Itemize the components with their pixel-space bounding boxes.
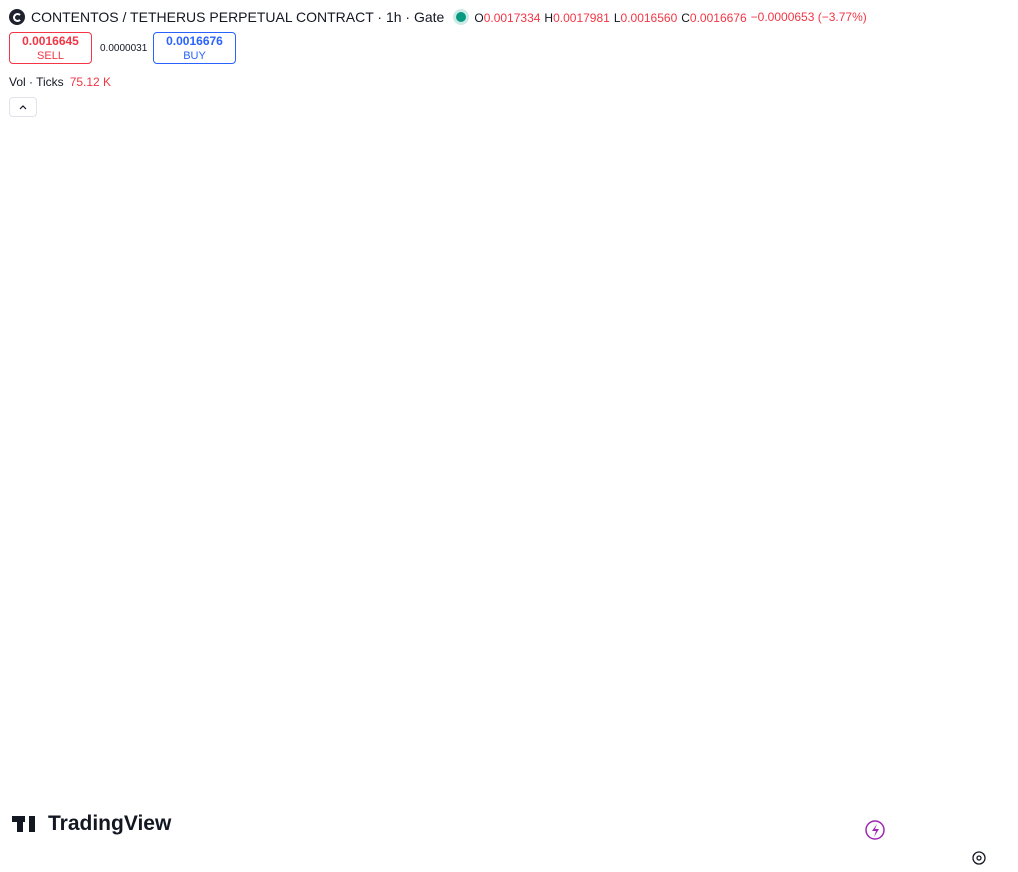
sell-label: SELL xyxy=(37,50,64,62)
buy-price: 0.0016676 xyxy=(166,34,223,48)
ohlc-item: L0.0016560 xyxy=(614,11,677,25)
ohlc-legend: O0.0017334 H0.0017981 L0.0016560 C0.0016676 xyxy=(474,9,750,25)
settings-icon xyxy=(976,855,982,861)
ohlc-key: C xyxy=(681,11,690,25)
brand-logo[interactable]: TradingView xyxy=(12,812,171,836)
sell-button[interactable]: 0.0016645 SELL xyxy=(9,32,92,64)
ohlc-item: C0.0016676 xyxy=(681,11,746,25)
collapse-icon xyxy=(19,105,27,110)
ohlc-item: H0.0017981 xyxy=(544,11,609,25)
ohlc-value: 0.0016560 xyxy=(620,11,678,25)
market-status xyxy=(456,12,467,22)
ohlc-value: 0.0017981 xyxy=(553,11,610,25)
ohlc-key: O xyxy=(474,11,484,25)
sell-price: 0.0016645 xyxy=(22,34,79,48)
ohlc-value: 0.0016676 xyxy=(689,11,747,25)
alert-bolt xyxy=(872,824,879,837)
spread: 0.0000031 xyxy=(100,43,148,54)
volume-value: 75.12 K xyxy=(69,75,112,89)
settings-button[interactable] xyxy=(972,851,986,865)
buy-label: BUY xyxy=(183,50,206,62)
brand-name: TradingView xyxy=(48,812,172,835)
buy-button[interactable]: 0.0016676 BUY xyxy=(153,32,236,64)
header: CONTENTOS / TETHERUS PERPETUAL CONTRACT … xyxy=(9,8,867,26)
ohlc-item: O0.0017334 xyxy=(474,11,540,25)
ohlc-key: L xyxy=(613,11,621,25)
price-change: −0.0000653 (−3.77%) xyxy=(750,10,867,24)
symbol-title[interactable]: CONTENTOS / TETHERUS PERPETUAL CONTRACT … xyxy=(31,9,445,25)
brand-mark xyxy=(12,816,42,832)
ohlc-key: H xyxy=(544,11,554,25)
symbol-logo xyxy=(9,9,25,25)
collapse-button[interactable] xyxy=(9,97,37,117)
volume-legend: Vol · Ticks 75.12 K xyxy=(9,75,111,89)
ohlc-value: 0.0017334 xyxy=(483,11,541,25)
volume-name: Vol · Ticks xyxy=(9,75,64,89)
